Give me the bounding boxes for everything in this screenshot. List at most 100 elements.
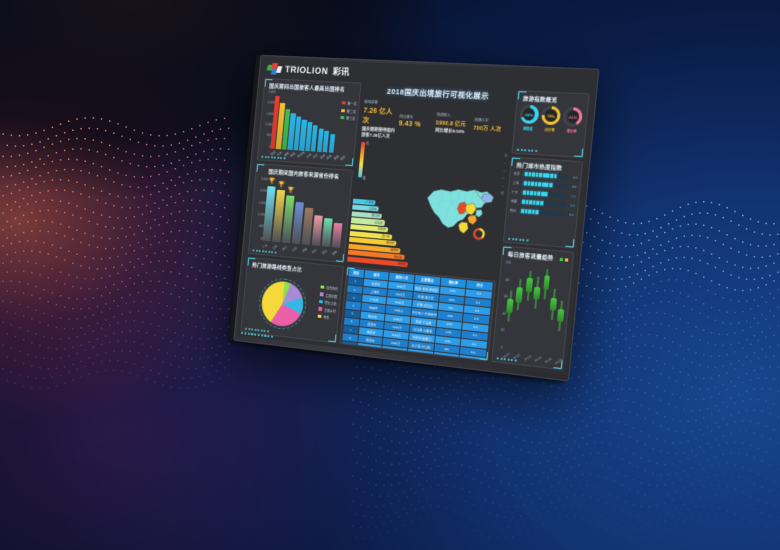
- map-scale-tick: 低: [500, 190, 504, 196]
- gauge-value: 68%: [524, 111, 534, 118]
- legend-swatch: [320, 285, 325, 289]
- table-cell: 长沙市: [356, 351, 382, 362]
- funnel-label: 安徽省: [397, 261, 406, 267]
- legend-item[interactable]: 主题乐园: [319, 292, 338, 299]
- video-wall-screen: TRIOLION 彩讯 国庆期间出国旅客人最高出国排名 2,500 2,000 1,…: [233, 54, 600, 382]
- candle-body: [533, 286, 541, 301]
- card-daily-trend-candles[interactable]: 每日旅客流量趋势 100 80 60 40 20 0 10-01 10-02 10-03 10-…: [491, 245, 575, 371]
- table-cell: 12%: [432, 360, 459, 362]
- logo-text: TRIOLION: [284, 64, 329, 76]
- legend-item[interactable]: 历史古迹: [319, 299, 337, 306]
- axis-label: 河南: [301, 246, 308, 254]
- map-scale-tick: —: [503, 160, 507, 165]
- bar-series: 🏆 🏆 🏆: [262, 178, 346, 248]
- heat-segment: [563, 184, 568, 189]
- heat-bar-row[interactable]: 杭州 5.5: [510, 208, 574, 218]
- table-cell: 940万: [381, 354, 407, 362]
- china-map-svg: [412, 142, 509, 278]
- card-city-heat-bars[interactable]: 热门城市热度指数 北京 9.6 上海 8.8 广州 7.4 成都 6.2 杭州 5.5: [502, 156, 584, 249]
- card-province-rank-bar[interactable]: 国庆期间国内旅客来源省份排名 2,5002,0001,5001,0005000 …: [247, 163, 354, 264]
- candle-body: [549, 297, 557, 311]
- candle-body: [542, 275, 551, 291]
- gauge-item[interactable]: 41% 增长率: [562, 106, 584, 133]
- horizontal-bar-series: 北京 9.6 上海 8.8 广州 7.4 成都 6.2 杭州 5.5: [510, 171, 578, 217]
- legend-label: 历史古迹: [324, 300, 337, 306]
- heat-bar-label: 上海: [512, 180, 519, 186]
- heat-bar-row[interactable]: 成都 6.2: [511, 199, 575, 208]
- chart-legend[interactable]: 自然风光主题乐园 历史古迹 古镇乡村 海岛: [317, 284, 339, 321]
- brand-logo[interactable]: TRIOLION 彩讯: [266, 62, 350, 78]
- triolion-logo-icon: [266, 62, 283, 75]
- table-body: 1 北京市 1820万 故宫·长城·颐和园 12% 9.6 2 上海市 1675万 外滩·迪士尼 1…: [340, 277, 492, 362]
- gauge-item[interactable]: 68% 满意度: [519, 104, 540, 131]
- legend-swatch[interactable]: [564, 258, 569, 262]
- legend-label: 第一名: [347, 101, 357, 107]
- china-map-chart[interactable]: 高 — — — — 低: [412, 142, 509, 278]
- bar-series: [270, 93, 339, 153]
- funnel-series: 广东省 江苏省 浙江省 山东省 河南省 四川省 湖北省 湖南省 河北省 安徽省: [347, 198, 413, 268]
- bar[interactable]: [331, 222, 343, 248]
- map-scale-tick: 高: [504, 153, 508, 158]
- center-column: 2018国庆出境旅行可视化展示 接待游客 7.26 亿人次 国庆假期接待国内游客7.…: [339, 83, 514, 362]
- trophy-icon: 🏆: [268, 178, 276, 185]
- ranking-table: 排名 城市 接待人次 主要景点 增长率 评分 1 北京市 1820万 故宫·长城·颐和园 12% 9…: [340, 267, 494, 362]
- funnel-label: 广东省: [365, 199, 375, 205]
- candle-body: [515, 287, 524, 303]
- legend-item[interactable]: 第二名: [340, 108, 356, 113]
- table-cell: 10: [340, 349, 357, 359]
- card-city-ranking-table[interactable]: 排名 城市 接待人次 主要景点 增长率 评分 1 北京市 1820万 故宫·长城·颐和园 12% 9…: [339, 266, 497, 362]
- bar[interactable]: [321, 217, 333, 247]
- funnel-label: 浙江省: [371, 213, 380, 218]
- axis-label: 10-05: [543, 356, 553, 365]
- axis-label: 10-07: [565, 359, 575, 367]
- axis-label: 湖北: [321, 248, 328, 256]
- table-cell: 1: [347, 277, 364, 286]
- legend-label: 古镇乡村: [323, 307, 337, 314]
- chart-plot-area: 🏆 🏆 🏆: [262, 178, 346, 248]
- card-kpi-gauges[interactable]: 旅游指数概览 68% 满意度 75% 出行率 41% 增长率: [511, 90, 590, 159]
- table-column-header[interactable]: 排名: [348, 268, 365, 278]
- legend-swatch[interactable]: [559, 257, 564, 262]
- chart-legend[interactable]: 第一名 第二名第三名: [340, 100, 357, 121]
- heat-segment: [561, 211, 565, 217]
- card-popular-category-pie[interactable]: 热门旅游路线类型占比 自然风光 主题乐园 历史古迹 古镇乡村 海岛: [240, 256, 344, 344]
- heat-bar-segments: [521, 199, 566, 208]
- legend-item[interactable]: 海岛: [317, 314, 336, 321]
- heat-bar-segments: [523, 181, 568, 189]
- kpi-value: 9.43 %: [398, 119, 422, 129]
- color-scale-bar: [358, 141, 365, 178]
- legend-item[interactable]: 第一名: [341, 100, 357, 107]
- heat-bar-row[interactable]: 广州 7.4: [512, 190, 576, 199]
- table-cell: 黄鹤楼·东湖: [407, 349, 433, 360]
- map-scale-tick: —: [502, 168, 506, 173]
- axis-label: 俄国: [339, 154, 347, 162]
- legend-item[interactable]: 古镇乡村: [318, 306, 336, 313]
- table-cell: 8.8: [459, 355, 486, 362]
- kpi-value: 7.26 亿人次: [362, 106, 393, 125]
- chart-plot-area: [270, 93, 339, 153]
- axis-label: 韩国: [289, 151, 297, 158]
- gauge-value: 41%: [568, 113, 578, 120]
- heat-bar-value: 9.6: [572, 175, 578, 180]
- legend-item[interactable]: 第三名: [340, 115, 355, 121]
- map-scale-tick: —: [501, 183, 505, 188]
- chart-legend[interactable]: [559, 257, 569, 262]
- kpi-subtext: 同比增长9.04%: [435, 126, 465, 134]
- bar[interactable]: [328, 134, 336, 153]
- heat-segment: [562, 202, 566, 208]
- kpi-item: 同比增长 9.43 %: [397, 103, 434, 139]
- legend-label: 主题乐园: [325, 293, 338, 299]
- card-province-funnel[interactable]: 高 低 广东省 江苏省 浙江省 山东省 河南省 四川省 湖北省 湖南省 河北省 安徽省: [347, 138, 422, 270]
- funnel-label: 江苏省: [368, 206, 377, 212]
- gauge-item[interactable]: 75% 出行率: [540, 105, 562, 132]
- heat-segment: [564, 174, 569, 180]
- table-cell: 985万: [382, 346, 408, 357]
- legend-swatch: [319, 292, 324, 297]
- axis-label: 10-03: [522, 354, 532, 362]
- card-top-destination-bar[interactable]: 国庆期间出国旅客人最高出国排名 2,5002,0001,5001,0005000…: [256, 78, 362, 168]
- legend-item[interactable]: 自然风光: [320, 284, 339, 291]
- map-scale-tick: —: [502, 175, 506, 180]
- table-cell: 橘子洲·岳麓山: [406, 357, 433, 362]
- heat-bar-value: 5.5: [569, 212, 574, 218]
- heat-bar-row[interactable]: 上海 8.8: [512, 180, 576, 190]
